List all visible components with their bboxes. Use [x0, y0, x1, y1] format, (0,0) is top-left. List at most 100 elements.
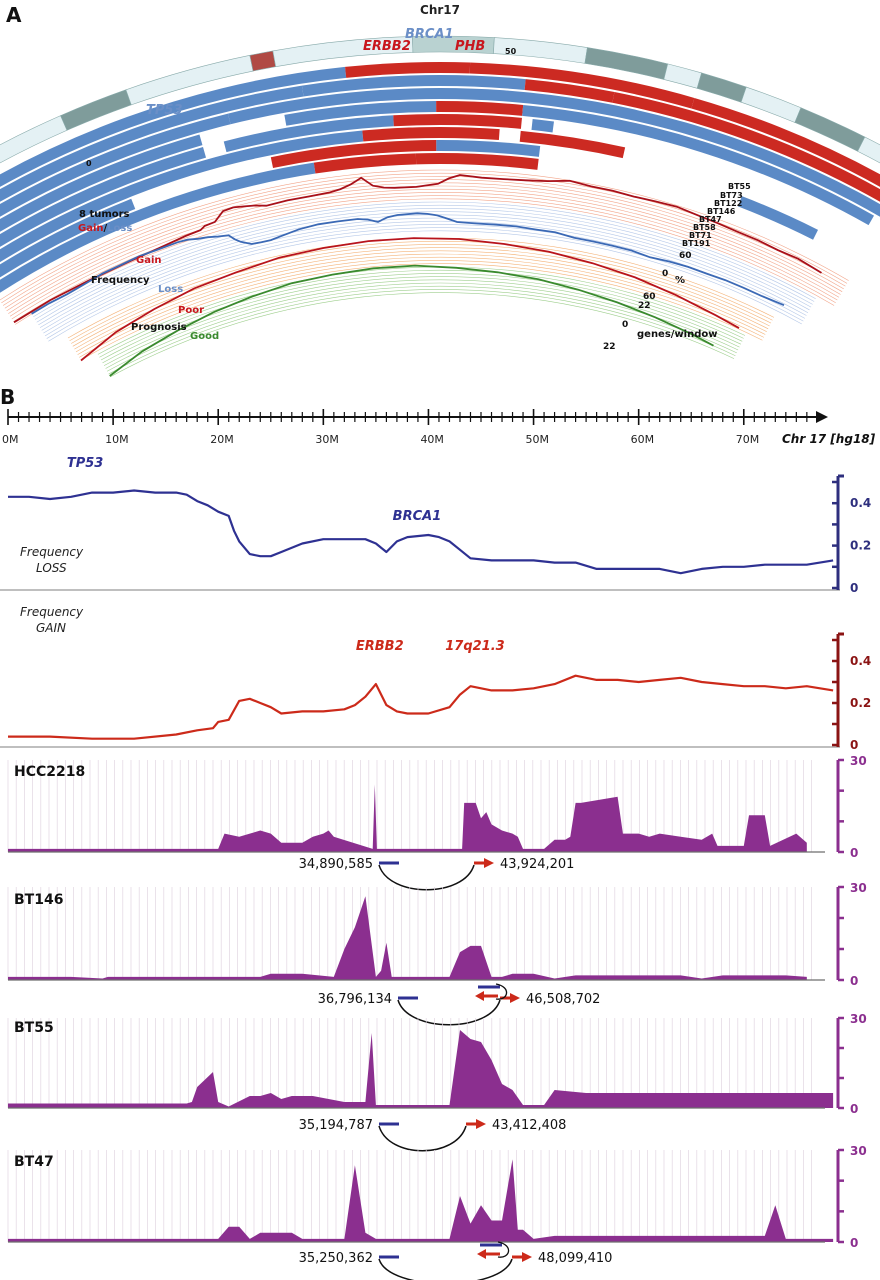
label-loss: Loss: [107, 223, 132, 234]
arrow-head-icon: [476, 1119, 486, 1129]
coverage-area: [8, 896, 807, 980]
track-label: Frequency: [20, 605, 84, 619]
grid-arc: [41, 217, 809, 331]
breakpoint-left: 35,250,362: [299, 1251, 373, 1266]
y-tick-label: 30: [850, 1012, 867, 1026]
grid-arc: [15, 198, 835, 325]
axis-tick-label: 60M: [631, 433, 655, 446]
scale-freq-gain-max: 60: [679, 251, 692, 261]
axis-tick-label: 30M: [315, 433, 339, 446]
grid-arc: [74, 250, 769, 350]
breakpoint-left: 35,194,787: [299, 1118, 373, 1133]
label-prognosis: Prognosis: [131, 322, 187, 333]
sample-track-segment: [0, 130, 364, 263]
grid-arc: [38, 211, 812, 326]
ideogram-tick-0: 0: [86, 159, 92, 168]
breakpoint-right: 43,412,408: [492, 1118, 566, 1133]
scale-prog-good-max: 22: [603, 342, 616, 352]
sample-track-segment: [524, 79, 615, 103]
y-tick-label: 0.4: [850, 496, 871, 510]
tracks: 0 0.2 0.4 Frequency LOSS TP53 BRCA1 0 0.2 0.4 Freq…: [0, 456, 871, 1280]
sample-track-segment: [436, 101, 524, 116]
grid-arc: [79, 260, 764, 358]
gene-annotation: 17q21.3: [445, 639, 504, 654]
scale-prog-zero: 0: [622, 320, 628, 330]
axis-tick-label: 10M: [105, 433, 129, 446]
ideogram-band: [584, 47, 669, 80]
y-tick-label: 0: [850, 738, 858, 752]
circos-title: Chr17: [420, 3, 460, 17]
junction-arc: [378, 1125, 467, 1152]
sample-track-segment: [519, 130, 626, 159]
y-tick-label: 0: [850, 1102, 858, 1116]
grid-arc: [43, 220, 807, 334]
inner-junction-arc: [497, 1241, 510, 1258]
y-tick-label: 30: [850, 754, 867, 768]
y-tick-label: 30: [850, 1144, 867, 1158]
label-gain-loss: Gain/Loss: [78, 223, 132, 234]
breakpoint-left: 36,796,134: [318, 992, 392, 1007]
axis-tick-label: 0M: [2, 433, 19, 446]
chromosome-axis: 0M 10M 20M 30M 40M 50M 60M 70M: [2, 409, 828, 446]
sample-label: BT73: [720, 191, 743, 200]
grid-arc: [97, 266, 746, 355]
y-tick-label: 0.2: [850, 539, 871, 553]
grid-arc: [72, 247, 770, 347]
grid-arc: [75, 253, 767, 353]
sample-label: BT58: [693, 223, 716, 232]
grid-arc: [71, 244, 772, 344]
y-tick-label: 0: [850, 974, 858, 988]
breakpoint-right: 46,508,702: [526, 992, 600, 1007]
axis-tick-label: 20M: [210, 433, 234, 446]
y-tick-label: 30: [850, 881, 867, 895]
axis-tick-label: 70M: [736, 433, 760, 446]
label-gain: Gain: [78, 223, 104, 234]
sample-track-segment: [522, 104, 875, 226]
gene-label-brca1: BRCA1: [405, 27, 454, 42]
grid-arc: [2, 176, 846, 306]
axis-tick-label: 40M: [420, 433, 444, 446]
sample-track-segment: [0, 113, 231, 217]
gene-annotation: ERBB2: [356, 639, 404, 654]
y-tick-label: 0.2: [850, 696, 871, 710]
label-freq-loss: Loss: [158, 284, 183, 295]
sample-label: BT146: [14, 892, 63, 908]
gene-annotation: TP53: [67, 456, 104, 471]
sample-track-segment: [0, 85, 304, 202]
sample-track-segment: [362, 127, 500, 142]
circos-plot: [0, 35, 880, 378]
breakpoint-right: 48,099,410: [538, 1251, 612, 1266]
grid-arc: [100, 273, 743, 361]
sample-label: BT55: [728, 182, 751, 191]
sample-track-segment: [415, 153, 539, 170]
panel-a-label: A: [6, 3, 22, 27]
circos-good-prognosis-line: [109, 264, 714, 377]
axis-arrow-icon: [816, 411, 828, 423]
grid-arc: [110, 292, 735, 378]
sample-label: BT191: [682, 239, 711, 248]
junction-arc: [378, 864, 475, 891]
track-label: Frequency: [20, 545, 84, 559]
sample-track-segment: [345, 62, 471, 78]
grid-arc: [106, 285, 737, 372]
grid-arc: [1, 172, 848, 304]
grid-arc: [102, 276, 742, 364]
grid-arc: [4, 179, 844, 309]
grid-arc: [0, 169, 849, 301]
grid-arc: [69, 240, 773, 342]
grid-arc: [36, 208, 813, 323]
label-poor: Poor: [178, 305, 204, 316]
grid-arc: [99, 269, 744, 358]
inner-arrow-head-icon: [477, 1249, 486, 1259]
track-label: LOSS: [36, 561, 67, 575]
sample-label: BT47: [699, 215, 722, 224]
arrow-head-icon: [522, 1252, 532, 1262]
grid-arc: [9, 188, 840, 317]
label-freq-gain: Gain: [136, 255, 162, 266]
sample-track-segment: [301, 75, 526, 97]
sample-track-segment: [227, 88, 880, 217]
arrow-head-icon: [484, 858, 494, 868]
circos-gain-frequency-line: [13, 174, 822, 324]
track-bt47: 0 30 BT47 35,250,362 48,099,410: [7, 1144, 867, 1280]
ideogram-band: [663, 63, 702, 89]
